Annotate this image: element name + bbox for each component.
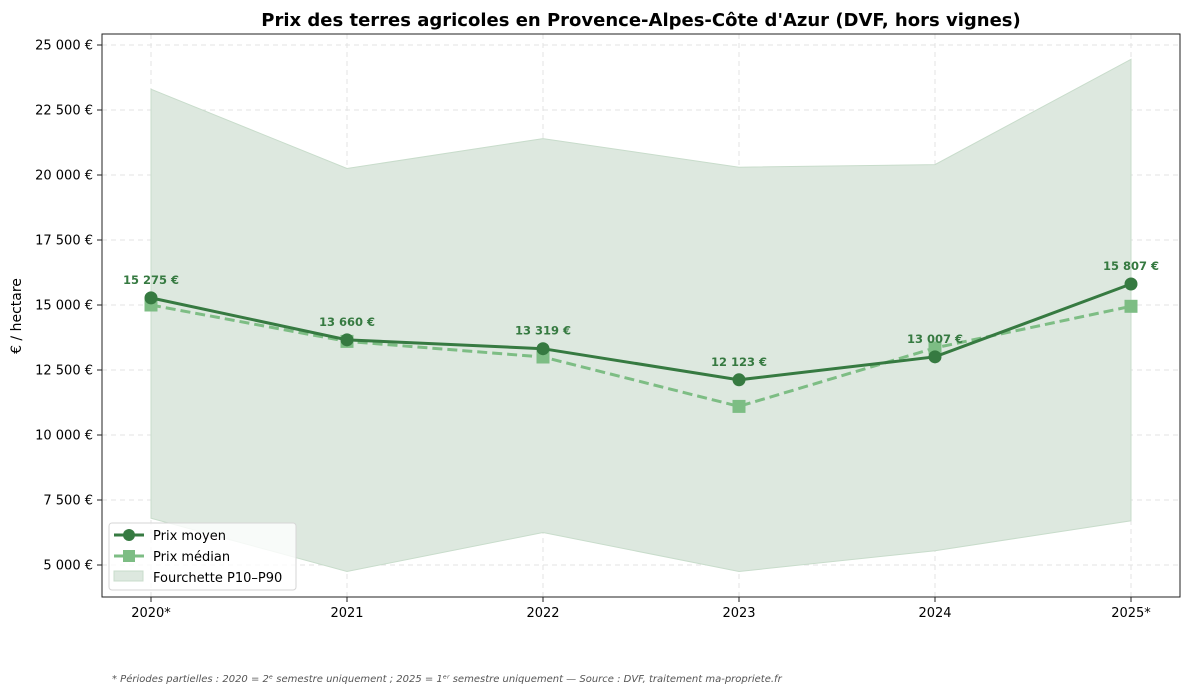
mean-data-label: 13 660 € xyxy=(319,315,375,329)
x-tick-label: 2025* xyxy=(1111,606,1151,621)
plot-frame xyxy=(101,33,1181,598)
footnote: * Périodes partielles : 2020 = 2ᵉ semest… xyxy=(112,673,783,685)
y-tick-label: 25 000 € xyxy=(35,39,93,54)
legend: Prix moyen Prix médian Fourchette P10–P9… xyxy=(108,522,297,591)
legend-label-median: Prix médian xyxy=(153,550,230,565)
p10-p90-band xyxy=(150,58,1132,573)
mean-point xyxy=(536,342,550,356)
y-tick-label: 22 500 € xyxy=(35,104,93,119)
legend-swatch-band xyxy=(113,570,144,582)
y-tick-label: 20 000 € xyxy=(35,169,93,184)
mean-point xyxy=(928,350,942,364)
x-axis: 2020* 2021 2022 2023 2024 2025* xyxy=(131,597,1151,621)
lines-layer: 15 275 € 13 660 € 13 319 € 12 123 € 13 007 €… xyxy=(123,259,1159,413)
y-tick-label: 12 500 € xyxy=(35,364,93,379)
y-axis-label: € / hectare xyxy=(9,278,25,354)
legend-marker-median xyxy=(123,550,135,562)
mean-data-label: 13 007 € xyxy=(907,332,963,346)
mean-point xyxy=(144,291,158,305)
mean-point xyxy=(340,333,354,347)
y-tick-label: 15 000 € xyxy=(35,299,93,314)
median-line xyxy=(150,303,1132,408)
mean-data-label: 15 275 € xyxy=(123,273,179,287)
x-tick-label: 2021 xyxy=(330,606,363,621)
y-tick-label: 7 500 € xyxy=(43,494,93,509)
mean-point xyxy=(732,373,746,387)
mean-data-label: 15 807 € xyxy=(1103,259,1159,273)
y-axis: 5 000 € 7 500 € 10 000 € 12 500 € 15 000 € 17… xyxy=(35,39,102,574)
y-tick-label: 5 000 € xyxy=(43,559,93,574)
chart-title: Prix des terres agricoles en Provence-Al… xyxy=(261,10,1020,31)
x-tick-label: 2020* xyxy=(131,606,171,621)
x-tick-label: 2024 xyxy=(918,606,951,621)
y-tick-label: 10 000 € xyxy=(35,429,93,444)
median-point xyxy=(928,341,942,355)
mean-point xyxy=(1124,277,1138,291)
median-point xyxy=(732,399,746,413)
x-tick-label: 2022 xyxy=(526,606,559,621)
legend-label-mean: Prix moyen xyxy=(153,529,226,544)
legend-marker-mean xyxy=(123,529,135,541)
y-tick-label: 17 500 € xyxy=(35,234,93,249)
legend-label-band: Fourchette P10–P90 xyxy=(153,571,282,586)
mean-line xyxy=(150,282,1132,382)
mean-data-label: 13 319 € xyxy=(515,324,571,338)
mean-data-label: 12 123 € xyxy=(711,355,767,369)
x-tick-label: 2023 xyxy=(722,606,755,621)
band-layer xyxy=(150,58,1132,573)
median-point xyxy=(1124,299,1138,313)
